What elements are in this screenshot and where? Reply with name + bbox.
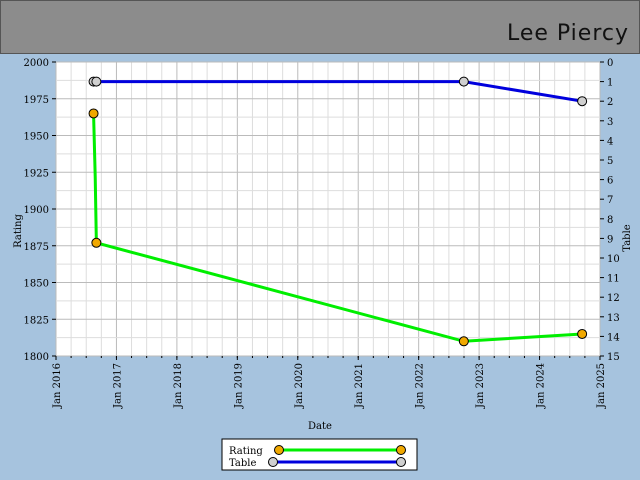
legend-label-table: Table xyxy=(229,458,256,469)
legend: Rating Table xyxy=(221,438,418,471)
series-markers xyxy=(88,76,588,347)
y2-tick-label: 10 xyxy=(607,254,620,265)
x-tick-label: Jan 2025 xyxy=(596,363,607,409)
x-tick-label: Jan 2024 xyxy=(536,363,547,409)
legend-label-rating: Rating xyxy=(229,446,263,457)
y-tick-label: 1925 xyxy=(24,168,49,179)
player-name: Lee Piercy xyxy=(506,21,629,46)
legend-marker-table-end xyxy=(396,457,406,467)
y2-tick-label: 8 xyxy=(607,215,613,226)
x-tick-label: Jan 2019 xyxy=(233,363,244,409)
y2-tick-label: 6 xyxy=(607,176,613,187)
y2-tick-label: 1 xyxy=(607,78,613,89)
x-tick-label: Jan 2022 xyxy=(415,363,426,409)
data-point-rating xyxy=(577,328,588,339)
legend-marker-table-start xyxy=(268,457,278,467)
header-bar: Lee Piercy xyxy=(0,0,640,54)
y2-axis-title: Table xyxy=(622,224,633,251)
legend-marker-rating-start xyxy=(274,445,284,455)
y2-tick-label: 9 xyxy=(607,234,613,245)
y2-tick-label: 7 xyxy=(607,195,613,206)
y-tick-label: 1950 xyxy=(24,132,49,143)
y2-tick-label: 11 xyxy=(607,274,620,285)
y2-tick-label: 0 xyxy=(607,58,613,69)
y2-tick-label: 4 xyxy=(607,136,613,147)
y2-tick-label: 15 xyxy=(607,352,620,363)
data-point-table xyxy=(458,76,469,87)
x-tick-label: Jan 2023 xyxy=(475,363,486,409)
data-point-table xyxy=(91,76,102,87)
data-point-table xyxy=(577,96,588,107)
x-tick-label: Jan 2018 xyxy=(173,363,184,409)
y-tick-label: 1800 xyxy=(24,352,49,363)
x-tick-label: Jan 2021 xyxy=(354,363,365,409)
y-tick-label: 1875 xyxy=(24,242,49,253)
x-axis-title: Date xyxy=(308,421,332,432)
y-tick-label: 1975 xyxy=(24,95,49,106)
y2-tick-label: 12 xyxy=(607,293,620,304)
legend-box xyxy=(221,438,418,471)
y-tick-label: 1825 xyxy=(24,315,49,326)
legend-marker-rating-end xyxy=(396,445,406,455)
x-tick-label: Jan 2017 xyxy=(112,363,123,409)
y2-tick-label: 13 xyxy=(607,313,620,324)
y-axis-title: Rating xyxy=(13,214,24,248)
x-tick-label: Jan 2020 xyxy=(294,363,305,409)
x-tick-label: Jan 2016 xyxy=(52,363,63,409)
data-point-rating xyxy=(88,108,99,119)
data-point-rating xyxy=(458,336,469,347)
data-point-rating xyxy=(91,237,102,248)
y2-tick-label: 3 xyxy=(607,117,613,128)
y2-tick-label: 5 xyxy=(607,156,613,167)
y2-tick-label: 14 xyxy=(607,332,620,343)
y2-tick-label: 2 xyxy=(607,97,613,108)
y-tick-label: 1850 xyxy=(24,279,49,290)
y-tick-label: 2000 xyxy=(24,58,49,69)
y-tick-label: 1900 xyxy=(24,205,49,216)
